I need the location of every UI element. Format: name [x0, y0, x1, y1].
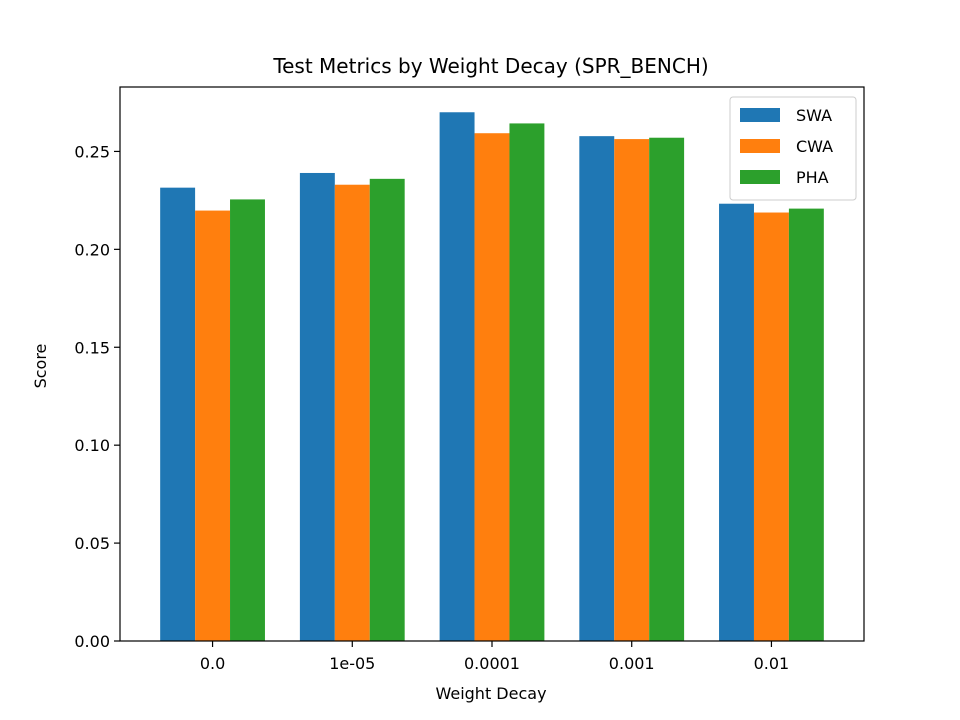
bar-pha-4 [788, 208, 824, 642]
bar-pha-2 [509, 123, 545, 642]
bar-swa-0 [160, 187, 196, 641]
y-tick-label: 0.05 [74, 534, 110, 553]
y-axis-label: Score [31, 344, 50, 389]
legend-label-swa: SWA [796, 106, 832, 125]
legend-swatch-cwa [740, 139, 780, 153]
bar-cwa-0 [195, 210, 231, 641]
x-axis-label: Weight Decay [435, 684, 546, 703]
bar-swa-3 [579, 136, 615, 641]
legend-swatch-swa [740, 108, 780, 122]
bar-cwa-2 [474, 133, 510, 641]
x-tick-label: 0.0 [200, 654, 225, 673]
x-tick-label: 0.0001 [464, 654, 520, 673]
x-tick-label: 1e-05 [329, 654, 375, 673]
plot-area: 0.00 0.05 0.10 0.15 0.20 0.25 0.0 1e-05 0.0001 0.… [74, 86, 865, 673]
legend-swatch-pha [740, 170, 780, 184]
legend: SWA CWA PHA [729, 96, 857, 201]
y-tick-label: 0.10 [74, 436, 110, 455]
bar-swa-2 [439, 112, 475, 641]
x-tick-label: 0.01 [754, 654, 790, 673]
bar-pha-3 [649, 137, 685, 641]
bar-cwa-3 [614, 139, 650, 641]
y-tick-label: 0.15 [74, 338, 110, 357]
bar-pha-0 [230, 199, 265, 641]
bar-pha-1 [369, 178, 405, 641]
legend-label-cwa: CWA [796, 137, 833, 156]
bar-swa-4 [719, 203, 754, 641]
y-tick-label: 0.00 [74, 632, 110, 651]
y-tick-label: 0.25 [74, 142, 110, 161]
y-tick-label: 0.20 [74, 240, 110, 259]
bar-swa-1 [299, 172, 335, 641]
x-tick-label: 0.001 [609, 654, 655, 673]
chart-title: Test Metrics by Weight Decay (SPR_BENCH) [272, 54, 708, 78]
bar-cwa-1 [334, 184, 370, 641]
bar-cwa-4 [753, 212, 789, 641]
legend-label-pha: PHA [796, 168, 829, 187]
